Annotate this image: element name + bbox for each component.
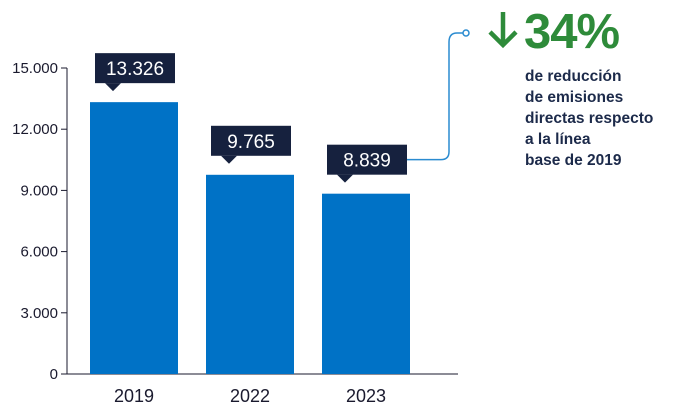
value-label-box [211,125,291,156]
x-axis: 2019 2022 2023 [114,386,386,405]
y-tick-label: 6.000 [20,244,58,261]
bar-2022 [206,174,294,374]
data-label: 13.326 [106,59,164,80]
bar-2019 [90,102,178,374]
reduction-percent-row: 34% [484,6,694,62]
reduction-percent: 34% [524,5,620,59]
data-label: 8.839 [343,151,391,172]
value-label-box [327,144,407,175]
x-tick-label: 2022 [230,386,270,405]
reduction-callout: 34% de reducción de emisiones directas r… [484,6,694,171]
y-tick-label: 3.000 [20,305,58,322]
reduction-description: de reducción de emisiones directas respe… [525,68,654,169]
x-tick-label: 2023 [346,386,386,405]
bar-2023 [322,193,410,374]
data-label: 9.765 [227,132,275,153]
down-arrow-icon [484,6,522,62]
value-label-pointer [337,174,353,183]
bars [90,102,410,374]
y-tick-label: 0 [50,366,58,383]
value-label-box [95,53,175,84]
y-tick-label: 12.000 [12,121,58,138]
x-tick-label: 2019 [114,386,154,405]
y-tick-label: 15.000 [12,60,58,77]
y-tick-label: 9.000 [20,182,58,199]
value-label-pointer [221,155,237,164]
callout-connector-line [407,32,463,161]
y-axis: 0 3.000 6.000 9.000 12.000 15.000 [12,60,458,383]
data-labels: 13.326 9.765 8.839 [95,53,407,183]
callout-connector-dot [462,29,470,37]
value-label-pointer [105,83,121,92]
